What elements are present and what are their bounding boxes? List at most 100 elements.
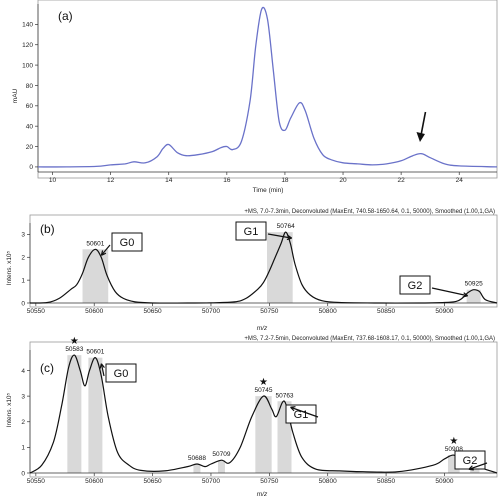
shaded-range-2 bbox=[193, 464, 201, 473]
peak-label: 50764 bbox=[277, 223, 295, 230]
glycoform-arrow-head bbox=[468, 465, 474, 471]
y-tick-label: 80 bbox=[26, 83, 34, 90]
panel-a-label: (a) bbox=[58, 9, 73, 23]
x-tick-label: 50550 bbox=[27, 478, 45, 485]
panel-c-label: (c) bbox=[40, 361, 54, 375]
panel-b-glycoform-callouts: G0 G1 G2 bbox=[100, 221, 469, 298]
x-tick-label: 18 bbox=[281, 177, 289, 184]
x-tick-label: 10 bbox=[49, 177, 57, 184]
x-tick-label: 50800 bbox=[319, 478, 337, 485]
peak-label: 50763 bbox=[275, 392, 293, 399]
x-tick-label: 50650 bbox=[144, 308, 162, 315]
y-tick-label: 3 bbox=[21, 393, 25, 400]
peak-label: 50601 bbox=[86, 240, 104, 247]
panel-b-header: +MS, 7.0-7.3min, Deconvoluted (MaxEnt, 7… bbox=[244, 209, 495, 215]
star-icon: ★ bbox=[70, 336, 79, 347]
y-tick-label: 2 bbox=[21, 255, 25, 262]
glycoform-label: G0 bbox=[114, 368, 129, 380]
shaded-range-0 bbox=[67, 355, 82, 473]
star-icon: ★ bbox=[259, 377, 268, 388]
shaded-range-1 bbox=[88, 357, 103, 473]
panel-b-label: (b) bbox=[40, 222, 55, 236]
panel-a-ticks: 10 12 14 16 18 20 22 24 0 20 40 60 80 100 120 140 bbox=[22, 4, 497, 184]
glycoform-arrow-head bbox=[100, 250, 107, 256]
glycoform-arrow bbox=[100, 363, 105, 377]
glycoform-arrow bbox=[100, 244, 111, 256]
y-tick-label: 1 bbox=[21, 277, 25, 284]
x-tick-label: 50850 bbox=[377, 478, 395, 485]
panel-c-spectrum: +MS, 7.2-7.5min, Deconvoluted (MaxEnt, 7… bbox=[6, 336, 498, 498]
glycoform-arrow-head bbox=[286, 234, 293, 241]
panel-b-spectrum: +MS, 7.0-7.3min, Deconvoluted (MaxEnt, 7… bbox=[6, 209, 498, 332]
y-tick-label: 60 bbox=[26, 103, 34, 110]
y-tick-label: 4 bbox=[21, 368, 25, 375]
peak-label: 50688 bbox=[188, 455, 206, 462]
glycoform-box-G2 bbox=[399, 275, 431, 295]
y-tick-label: 40 bbox=[26, 123, 34, 130]
glycoform-box-G0 bbox=[105, 363, 137, 383]
x-tick-label: 50900 bbox=[435, 478, 453, 485]
peak-label: 50745 bbox=[254, 387, 272, 394]
glycoform-arrow bbox=[468, 462, 488, 470]
glycoform-box-G0 bbox=[111, 232, 143, 252]
panel-a-arrow bbox=[416, 111, 427, 142]
shaded-range-6 bbox=[447, 455, 460, 473]
x-tick-label: 50600 bbox=[85, 478, 103, 485]
x-tick-label: 50700 bbox=[202, 478, 220, 485]
x-tick-label: 50800 bbox=[319, 308, 337, 315]
x-tick-label: 50750 bbox=[260, 478, 278, 485]
y-tick-label: 1 bbox=[21, 445, 25, 452]
y-tick-label: 0 bbox=[29, 164, 33, 171]
y-tick-label: 100 bbox=[22, 62, 33, 69]
panel-b-peak-labels: 50601 50764 50925 bbox=[86, 223, 483, 288]
glycoform-arrow bbox=[431, 287, 468, 297]
panel-c-ylabel: Intens. x10⁵ bbox=[6, 392, 13, 427]
panel-c-peak-labels: 50583★50601506885070950745★5076350908★50… bbox=[65, 336, 484, 462]
x-tick-label: 22 bbox=[398, 177, 406, 184]
star-icon: ★ bbox=[449, 436, 458, 447]
panel-c-xlabel: m/z bbox=[257, 491, 268, 498]
x-tick-label: 20 bbox=[339, 177, 347, 184]
glycoform-arrow bbox=[290, 406, 319, 418]
x-tick-label: 50750 bbox=[260, 308, 278, 315]
x-tick-label: 50700 bbox=[202, 308, 220, 315]
shaded-range-3 bbox=[217, 460, 225, 473]
peak-label: 50583 bbox=[65, 346, 83, 353]
glycoform-box-G1 bbox=[235, 221, 267, 241]
glycoform-label: G2 bbox=[463, 455, 478, 467]
glycoform-arrow bbox=[267, 233, 292, 239]
x-tick-label: 50650 bbox=[144, 478, 162, 485]
shaded-range-0 bbox=[82, 249, 109, 303]
peak-label: 50709 bbox=[212, 451, 230, 458]
peak-label: 50925 bbox=[465, 281, 483, 288]
x-tick-label: 24 bbox=[456, 177, 464, 184]
peak-label: 50601 bbox=[86, 349, 104, 356]
panel-b-ylabel: Intens. x10⁵ bbox=[6, 250, 13, 285]
x-tick-label: 50550 bbox=[27, 308, 45, 315]
panel-b-shaded-ranges bbox=[82, 232, 481, 303]
glycoform-label: G1 bbox=[244, 226, 259, 238]
panel-a-xlabel: Time (min) bbox=[253, 187, 284, 194]
x-tick-label: 12 bbox=[107, 177, 115, 184]
glycoform-arrow-head bbox=[290, 406, 296, 412]
y-tick-label: 140 bbox=[22, 22, 33, 29]
glycoform-arrow-head bbox=[99, 363, 105, 369]
y-tick-label: 3 bbox=[21, 232, 25, 239]
x-tick-label: 50850 bbox=[377, 308, 395, 315]
y-tick-label: 20 bbox=[26, 144, 34, 151]
panel-c-series-line bbox=[29, 354, 498, 474]
peak-label: 50908 bbox=[445, 446, 463, 453]
panel-a-ylabel: mAU bbox=[12, 88, 19, 103]
glycoform-arrow-head bbox=[462, 292, 469, 298]
y-tick-label: 0 bbox=[21, 300, 25, 307]
y-tick-label: 2 bbox=[21, 419, 25, 426]
panel-c-header: +MS, 7.2-7.5min, Deconvoluted (MaxEnt, 7… bbox=[244, 336, 495, 342]
annotation-arrow-head bbox=[416, 132, 425, 142]
y-tick-label: 120 bbox=[22, 42, 33, 49]
glycoform-label: G0 bbox=[120, 237, 135, 249]
panel-a-chromatogram: (a) mAU Time (min) 10 12 14 16 18 20 22 24 0 20 40… bbox=[12, 0, 498, 194]
panel-a-series-line bbox=[37, 6, 498, 168]
panel-b-xlabel: m/z bbox=[257, 325, 268, 332]
